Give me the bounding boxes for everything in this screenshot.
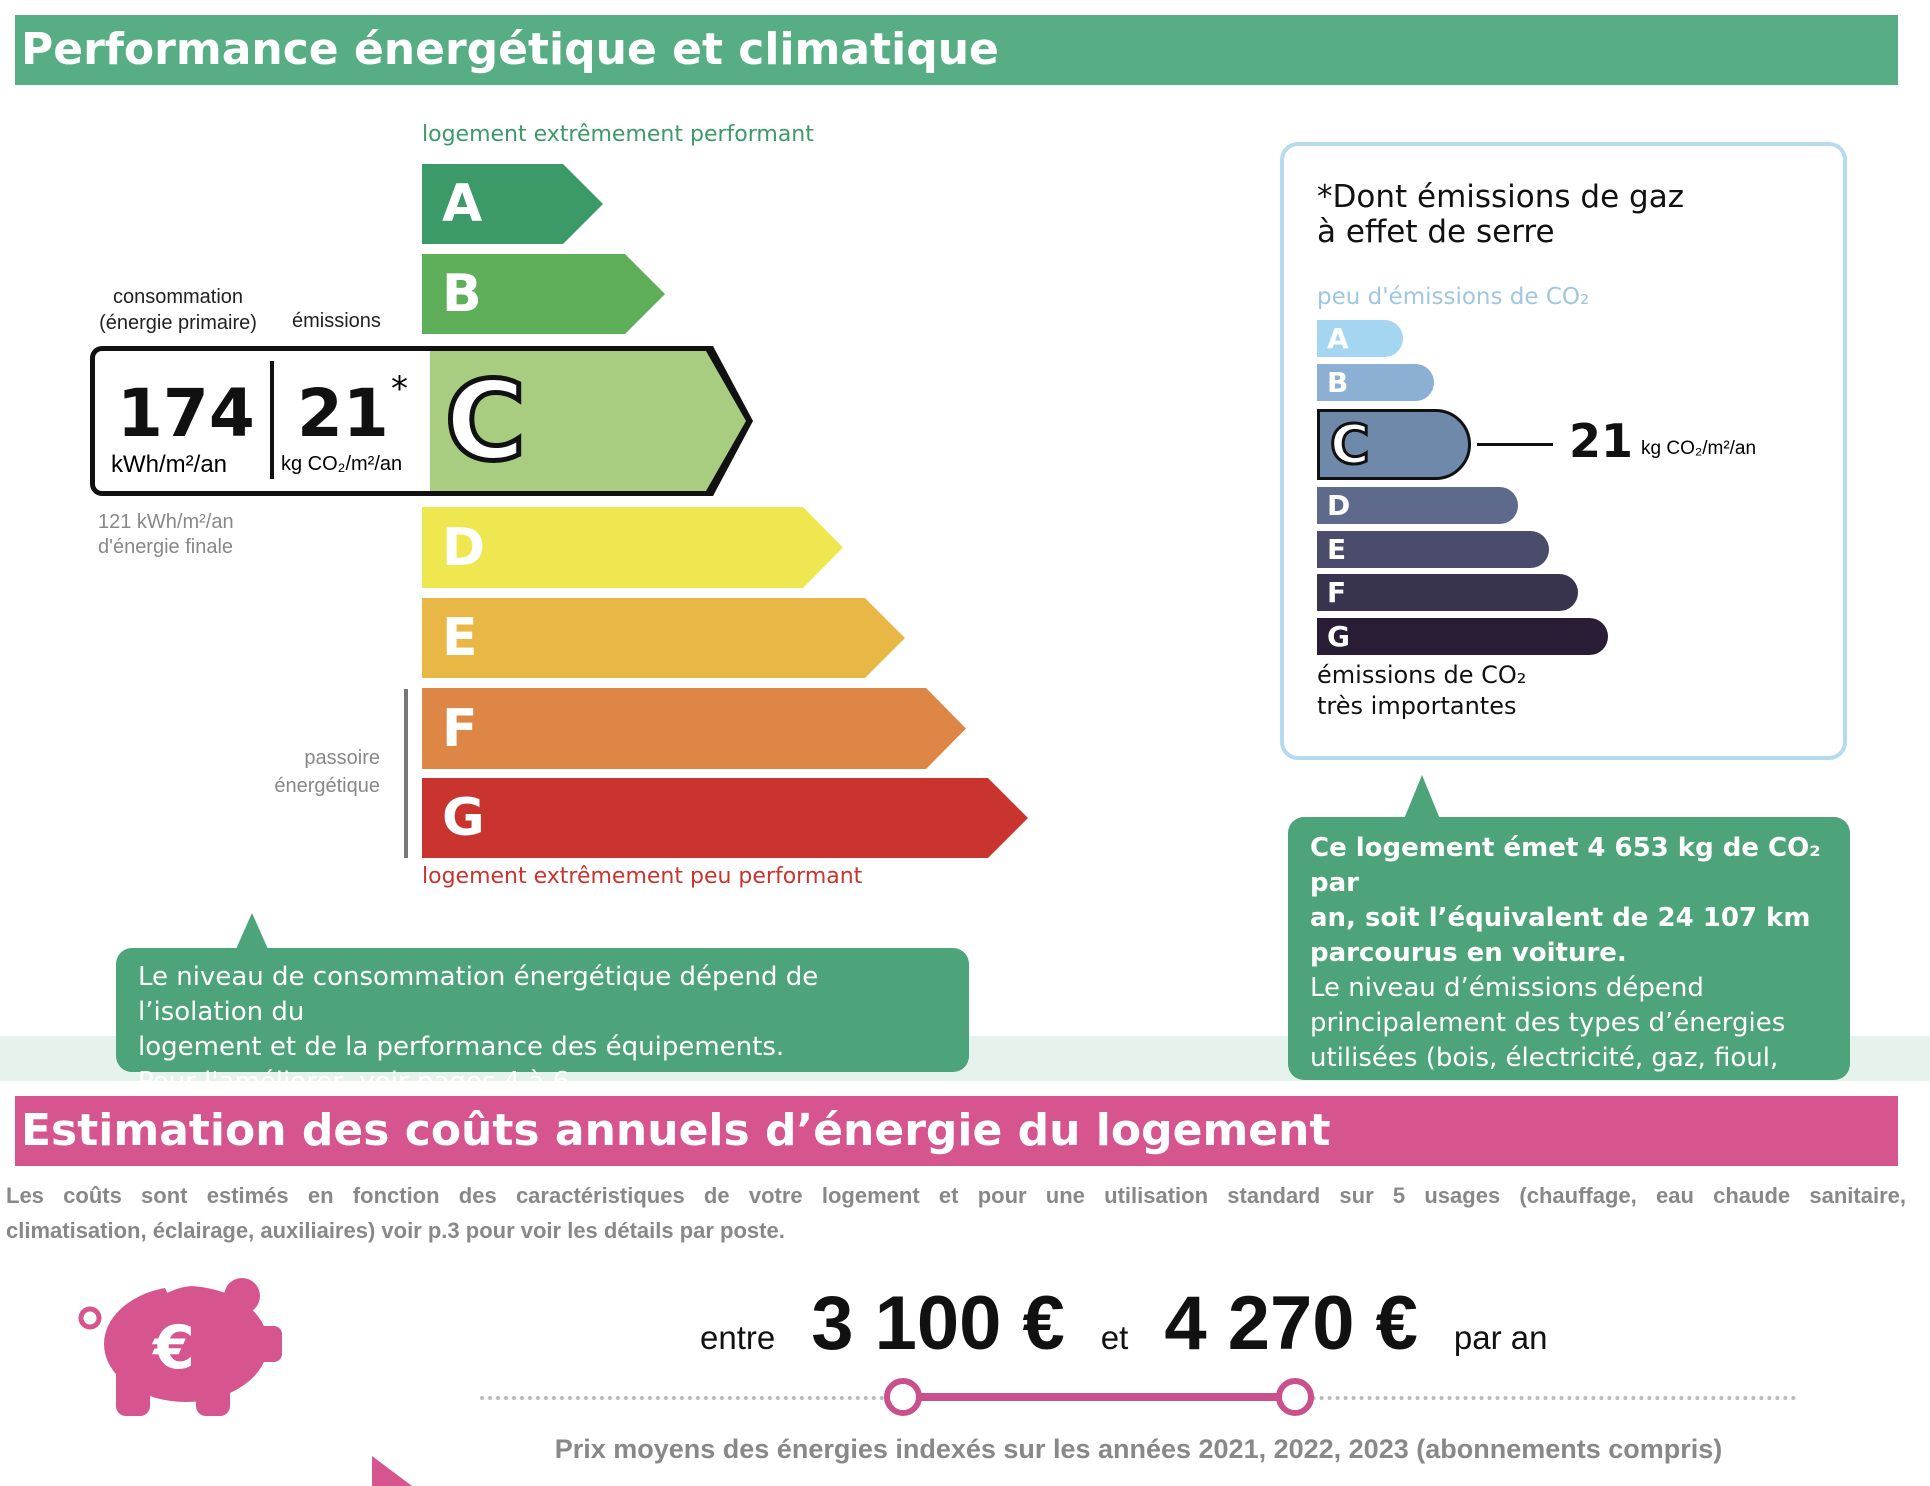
energy-class-b: B (422, 254, 665, 334)
ghg-bottom-label: émissions de CO₂ très importantes (1317, 660, 1526, 722)
energy-class-a: A (422, 164, 603, 244)
ghg-class-c: C (1317, 409, 1471, 480)
ghg-top-label: peu d'émissions de CO₂ (1317, 284, 1590, 310)
ghg-class-d: D (1317, 487, 1518, 524)
consumption-label-1: consommation (112, 286, 244, 308)
emissions-value: 21 (297, 375, 389, 452)
callout-emissions-bold3: parcourus en voiture. (1310, 938, 1627, 968)
section-header-costs: Estimation des coûts annuels d’énergie d… (15, 1096, 1898, 1166)
cost-per-year-label: par an (1453, 1319, 1548, 1356)
section-header-energy: Performance énergétique et climatique (15, 15, 1898, 85)
callout-energy-line2: logement et de la performance des équipe… (138, 1032, 785, 1062)
cost-between-label: entre (700, 1319, 776, 1356)
callout-emissions-line2: principalement des types d’énergies (1310, 1008, 1786, 1038)
ghg-class-g: G (1317, 618, 1608, 655)
cost-max: 4 270 € (1164, 1281, 1418, 1366)
cost-min: 3 100 € (811, 1281, 1065, 1366)
ghg-unit: kg CO₂/m²/an (1641, 438, 1757, 459)
callout-emissions-bold2: an, soit l’équivalent de 24 107 km (1310, 903, 1811, 933)
emissions-star: * (391, 369, 408, 409)
passoire-label-1: passoire (304, 747, 380, 769)
ghg-title-1: *Dont émissions de gaz (1317, 179, 1684, 215)
ghg-class-a: A (1317, 320, 1403, 357)
consumption-label-2: (énergie primaire) (99, 312, 257, 334)
cost-min-marker (884, 1378, 922, 1416)
cost-and-label: et (1100, 1319, 1129, 1356)
energy-bottom-label: logement extrêmement peu performant (422, 864, 863, 889)
callout-emissions-line1: Le niveau d’émissions dépend (1310, 973, 1704, 1003)
costs-description: Les coûts sont estimés en fonction des c… (6, 1178, 1906, 1248)
ghg-class-e: E (1317, 531, 1549, 568)
passoire-bracket (404, 689, 408, 858)
callout-emissions-bold1: Ce logement émet 4 653 kg de CO₂ par (1310, 833, 1821, 898)
piggy-bank-euro-icon: € (78, 1278, 282, 1416)
energy-class-c: C (425, 351, 746, 491)
callout-emissions: Ce logement émet 4 653 kg de CO₂ par an,… (1288, 817, 1850, 1108)
emissions-unit: kg CO₂/m²/an (281, 453, 403, 475)
energy-class-d: D (422, 507, 843, 588)
callout-energy-line1: Le niveau de consommation énergétique dé… (138, 962, 819, 1027)
ghg-bottom-label-1: émissions de CO₂ (1317, 661, 1527, 689)
consumption-value: 174 (117, 375, 255, 452)
costs-description-2: climatisation, éclairage, auxiliaires) v… (6, 1218, 785, 1243)
costs-description-1: Les coûts sont estimés en fonction des c… (6, 1183, 1906, 1208)
energy-top-label: logement extrêmement performant (422, 122, 814, 147)
svg-text:€: € (151, 1313, 195, 1383)
ghg-panel (1280, 142, 1847, 760)
ghg-class-f: F (1317, 574, 1578, 611)
ghg-bottom-label-2: très importantes (1317, 692, 1517, 720)
passoire-label-2: énergétique (274, 775, 380, 797)
energy-class-g: G (422, 778, 1028, 858)
final-energy-1: 121 kWh/m²/an (98, 511, 234, 533)
callout-energy: Le niveau de consommation énergétique dé… (116, 948, 969, 1097)
consumption-unit: kWh/m²/an (111, 451, 228, 478)
energy-class-e: E (422, 598, 905, 678)
cost-note: Prix moyens des énergies indexés sur les… (554, 1434, 1723, 1464)
energy-class-f: F (422, 688, 966, 769)
final-energy-2: d'énergie finale (98, 536, 234, 558)
consumption-label: consommation (énergie primaire) (88, 284, 268, 336)
ghg-connector (1477, 443, 1553, 446)
emissions-label: émissions (292, 310, 381, 332)
ghg-title: *Dont émissions de gaz à effet de serre (1317, 180, 1684, 250)
ghg-class-b: B (1317, 364, 1434, 401)
cost-max-marker (1276, 1378, 1314, 1416)
callout-left-pointer (236, 913, 268, 949)
cost-range-bar (904, 1393, 1295, 1401)
ghg-title-2: à effet de serre (1317, 214, 1555, 250)
pointer-triangle (372, 1456, 412, 1486)
callout-right-pointer (1404, 775, 1440, 819)
final-energy: 121 kWh/m²/an d'énergie finale (98, 510, 234, 560)
energy-value-box: 174 kWh/m²/an 21 * kg CO₂/m²/an (90, 346, 430, 496)
cost-range: entre 3 100 € et 4 270 € par an (700, 1280, 1547, 1367)
passoire-label: passoire énergétique (240, 744, 380, 800)
callout-energy-line3: Pour l'améliorer, voir pages 4 à 6 (138, 1067, 570, 1097)
ghg-value: 21 (1569, 414, 1634, 468)
